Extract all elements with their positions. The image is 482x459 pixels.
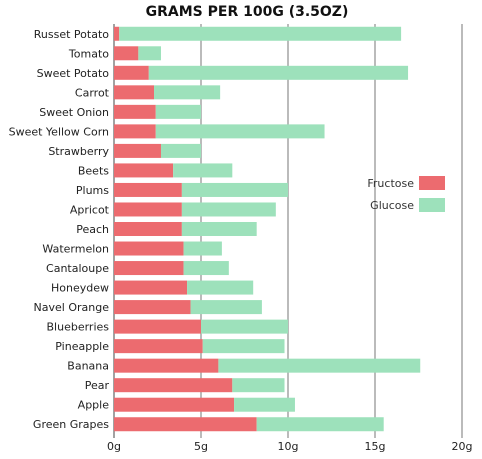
category-label: Peach [76, 223, 109, 236]
bar-glucose [160, 143, 201, 158]
category-label: Sweet Potato [37, 67, 110, 80]
bar-glucose [154, 85, 221, 100]
bar-glucose [181, 182, 288, 197]
bar-fructose [114, 378, 233, 393]
category-label: Pineapple [55, 340, 109, 353]
bar-glucose [218, 358, 421, 373]
bar-glucose [181, 202, 276, 217]
x-tick-label: 15g [365, 440, 386, 453]
category-label: Apricot [70, 203, 110, 216]
bar-glucose [187, 280, 254, 295]
bar-glucose [173, 163, 233, 178]
bar-fructose [114, 26, 120, 41]
bar-fructose [114, 339, 203, 354]
bar-fructose [114, 280, 188, 295]
bar-fructose [114, 300, 191, 315]
category-label: Apple [78, 399, 110, 412]
category-label: Watermelon [42, 243, 109, 256]
bar-glucose [190, 300, 262, 315]
category-label: Banana [67, 360, 109, 373]
bar-fructose [114, 417, 257, 432]
bar-glucose [119, 26, 402, 41]
legend-swatch [419, 176, 445, 190]
category-label: Tomato [68, 47, 109, 60]
bar-fructose [114, 241, 184, 256]
x-tick-label: 20g [452, 440, 473, 453]
bar-fructose [114, 319, 201, 334]
category-label: Beets [78, 164, 109, 177]
category-label: Sweet Onion [39, 106, 109, 119]
bar-glucose [183, 241, 222, 256]
bar-fructose [114, 182, 182, 197]
bar-glucose [148, 65, 409, 80]
category-label: Strawberry [48, 145, 109, 158]
x-axis-ticks: 0g 5g 10g 15g 20g [107, 440, 472, 453]
bar-glucose [201, 319, 288, 334]
bar-fructose [114, 222, 182, 236]
category-label: Honeydew [51, 282, 109, 295]
category-label: Pear [85, 379, 110, 392]
bars-group [114, 26, 421, 432]
category-label: Carrot [75, 86, 110, 99]
bar-glucose [155, 124, 325, 139]
bar-glucose [234, 397, 295, 412]
legend-label: Glucose [370, 199, 414, 212]
bar-fructose [114, 261, 184, 276]
bar-glucose [155, 104, 201, 119]
bar-fructose [114, 397, 235, 412]
bar-glucose [256, 417, 384, 432]
bar-fructose [114, 65, 149, 80]
category-label: Green Grapes [33, 418, 109, 431]
category-label: Blueberries [47, 321, 110, 334]
bar-glucose [232, 378, 285, 393]
category-label: Navel Orange [34, 301, 110, 314]
bar-glucose [183, 261, 229, 276]
category-label: Plums [76, 184, 109, 197]
legend-label: Fructose [367, 177, 414, 190]
bar-fructose [114, 85, 155, 100]
category-label: Russet Potato [34, 28, 109, 41]
category-label: Cantaloupe [46, 262, 109, 275]
bar-fructose [114, 202, 182, 217]
x-tick-label: 0g [107, 440, 121, 453]
bar-fructose [114, 143, 161, 158]
legend: Fructose Glucose [367, 176, 445, 212]
x-tick-label: 5g [194, 440, 208, 453]
x-tick-label: 10g [278, 440, 299, 453]
category-labels: Russet Potato Tomato Sweet Potato Carrot Swe… [9, 28, 110, 431]
bar-fructose [114, 163, 174, 178]
chart-title: GRAMS PER 100G (3.5OZ) [146, 4, 349, 20]
legend-swatch [419, 198, 445, 212]
category-label: Sweet Yellow Corn [9, 125, 109, 138]
bar-glucose [181, 222, 257, 236]
bar-glucose [138, 46, 161, 61]
bar-glucose [202, 339, 285, 354]
bar-fructose [114, 358, 219, 373]
bar-fructose [114, 104, 156, 119]
bar-fructose [114, 124, 156, 139]
bar-fructose [114, 46, 139, 61]
